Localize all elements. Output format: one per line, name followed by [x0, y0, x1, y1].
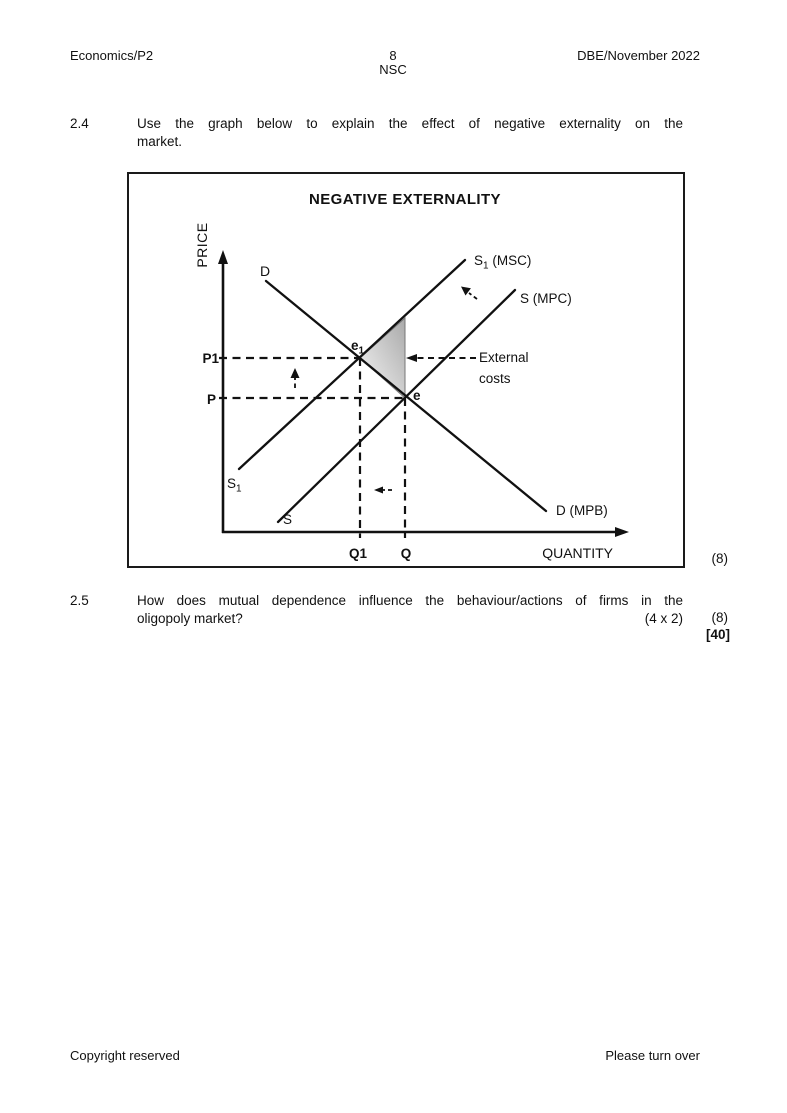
mpc-label-top: S (MPC) [520, 291, 572, 306]
mpb-label-bottom: D (MPB) [556, 503, 608, 518]
msc-label-top: S1 (MSC) [474, 253, 531, 272]
external-costs-label-line2: costs [479, 371, 511, 386]
question-2-5-line1: How does mutual dependence influence the… [137, 593, 683, 608]
e-point-label: e [413, 388, 421, 403]
external-costs-triangle [359, 316, 406, 400]
e1-point-label: e1 [351, 338, 365, 357]
q1-label: Q1 [349, 546, 368, 561]
header-exam-session: DBE/November 2022 [577, 48, 700, 63]
supply-msc-curve [237, 258, 467, 471]
section-total-marks: [40] [705, 627, 730, 642]
question-2-5-marks: (8) [711, 610, 729, 625]
figure-title: NEGATIVE EXTERNALITY [309, 191, 501, 208]
demand-label-top: D [260, 263, 270, 279]
price-axis-label: PRICE [194, 222, 210, 267]
header-exam-level: NSC [379, 62, 407, 77]
header-page-number: 8 [389, 48, 397, 63]
q-label: Q [401, 546, 412, 561]
question-2-5-number: 2.5 [70, 593, 89, 608]
header-paper-name: Economics/P2 [70, 48, 154, 63]
externality-figure: NEGATIVE EXTERNALITY [127, 172, 685, 568]
question-2-4-number: 2.4 [70, 116, 89, 131]
p-label: P [207, 392, 216, 407]
footer-copyright: Copyright reserved [70, 1048, 180, 1063]
y-axis-arrowhead [218, 250, 228, 264]
x-axis [222, 527, 629, 537]
supply-mpc-curve [276, 288, 517, 524]
mpc-label-bottom: S [283, 512, 292, 527]
external-costs-arrowhead [406, 354, 417, 362]
price-rise-arrowhead [290, 368, 300, 378]
question-2-4-line1: Use the graph below to explain the effec… [137, 116, 683, 131]
y-axis [218, 250, 228, 533]
question-2-5-text: How does mutual dependence influence the… [137, 592, 683, 627]
msc-label-bottom: S1 [227, 476, 242, 495]
x-axis-arrowhead [615, 527, 629, 537]
quantity-fall-arrow [374, 486, 392, 494]
price-rise-arrow [290, 368, 300, 388]
question-2-4-text: Use the graph below to explain the effec… [137, 115, 683, 150]
supply-shift-arrow [461, 286, 478, 300]
supply-shift-arrowhead [461, 286, 471, 296]
external-costs-arrow [406, 354, 476, 362]
quantity-fall-arrowhead [374, 486, 383, 494]
p1-label: P1 [202, 351, 219, 366]
question-2-5-allocation: (4 x 2) [644, 610, 683, 626]
quantity-axis-label: QUANTITY [542, 545, 613, 561]
external-costs-label-line1: External [479, 350, 529, 365]
question-2-4-marks: (8) [711, 551, 729, 566]
question-2-4-line2: market. [137, 133, 183, 149]
externality-graph: NEGATIVE EXTERNALITY [194, 191, 629, 561]
footer-turn-over: Please turn over [605, 1048, 700, 1063]
question-2-5-line2: oligopoly market? [137, 610, 243, 626]
